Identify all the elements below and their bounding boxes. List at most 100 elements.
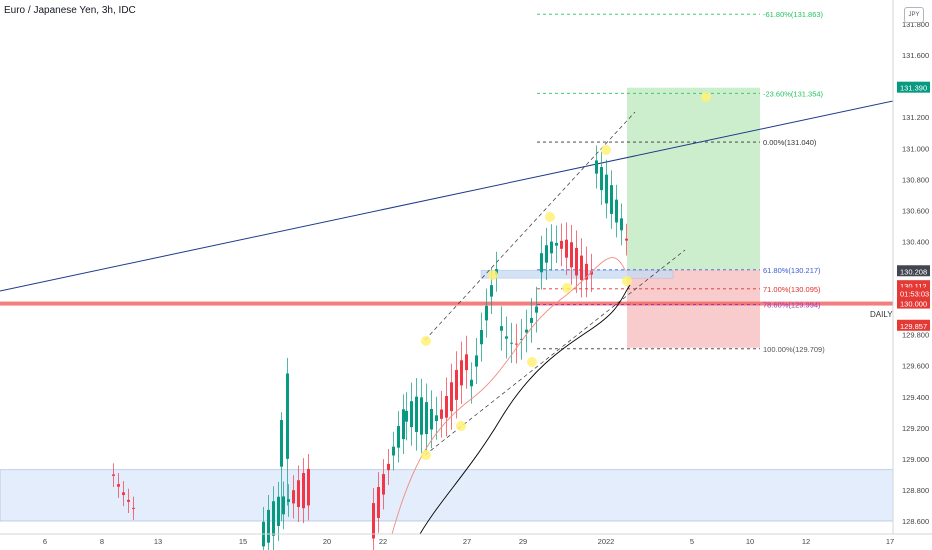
price-tick-11: 129.600 xyxy=(902,362,929,371)
price-tag-bg-1 xyxy=(897,265,930,277)
candle-body-8 xyxy=(277,496,280,526)
time-tick-10: 10 xyxy=(746,537,754,546)
price-tag-bg-4 xyxy=(897,297,930,309)
candle-body-9 xyxy=(282,496,285,515)
candle-body-57 xyxy=(580,255,583,280)
time-tick-12: 17 xyxy=(886,537,894,546)
candle-body-62 xyxy=(605,174,608,204)
candle-body-31 xyxy=(450,382,453,412)
candle-body-49 xyxy=(540,253,543,273)
candle-body-32 xyxy=(455,369,458,400)
time-tick-3: 15 xyxy=(239,537,247,546)
candle-body-45 xyxy=(520,338,523,340)
candle-body-14 xyxy=(307,468,310,506)
price-tag-bg-3 xyxy=(897,287,930,299)
candle-body-16 xyxy=(377,487,380,518)
candle-body-6 xyxy=(267,509,270,543)
currency-badge[interactable]: JPY xyxy=(904,7,924,23)
candle-body-36 xyxy=(475,355,478,367)
price-tick-14: 129.000 xyxy=(902,455,929,464)
candle-body-56 xyxy=(575,247,578,276)
price-tick-5: 130.800 xyxy=(902,175,929,184)
time-tick-9: 5 xyxy=(690,537,694,546)
time-tick-8: 2022 xyxy=(598,537,615,546)
marker-9 xyxy=(701,92,711,102)
candle-body-19 xyxy=(392,446,395,456)
candle-body-43 xyxy=(510,342,513,344)
price-tag-bg-2 xyxy=(897,280,930,292)
candle-body-42 xyxy=(505,336,508,339)
fib-label-5: 78.60%(129.994) xyxy=(763,300,821,309)
channel-upper xyxy=(424,111,636,341)
candle-body-37 xyxy=(480,330,483,345)
time-tick-7: 29 xyxy=(519,537,527,546)
candle-body-38 xyxy=(485,305,488,321)
time-tick-4: 20 xyxy=(323,537,331,546)
marker-3 xyxy=(488,270,498,280)
marker-6 xyxy=(562,283,572,293)
price-tick-6: 130.600 xyxy=(902,206,929,215)
candle-body-18 xyxy=(387,463,390,471)
marker-0 xyxy=(421,336,431,346)
candle-body-58 xyxy=(585,263,588,280)
marker-8 xyxy=(622,276,632,286)
candle-body-64 xyxy=(615,199,618,223)
price-tick-15: 128.800 xyxy=(902,486,929,495)
candle-body-55 xyxy=(570,242,573,268)
candle-body-21 xyxy=(402,409,405,440)
time-tick-1: 8 xyxy=(100,537,104,546)
price-tag-1: 130.208 xyxy=(900,267,927,276)
time-tick-5: 22 xyxy=(379,537,387,546)
candle-body-11 xyxy=(292,490,295,504)
candle-body-0 xyxy=(112,474,115,476)
candle-body-29 xyxy=(440,409,443,419)
candle-body-25 xyxy=(420,397,423,435)
candle-body-59 xyxy=(590,271,593,275)
loss-zone xyxy=(627,269,760,348)
price-tick-4: 131.000 xyxy=(902,144,929,153)
candle-body-60 xyxy=(595,160,598,174)
candle-body-7 xyxy=(272,501,275,536)
marker-7 xyxy=(601,145,611,155)
candle-body-13 xyxy=(302,473,305,509)
candle-body-65 xyxy=(620,218,623,231)
candle-body-1 xyxy=(117,484,120,487)
fib-label-6: 100.00%(129.709) xyxy=(763,345,825,354)
price-tag-5: 129.857 xyxy=(900,322,927,331)
candle-body-24 xyxy=(415,396,418,432)
time-tick-11: 12 xyxy=(802,537,810,546)
candle-body-48 xyxy=(535,306,538,313)
price-tick-3: 131.200 xyxy=(902,113,929,122)
price-tick-0: 131.800 xyxy=(902,20,929,29)
candle-body-30 xyxy=(445,396,448,418)
daily-label: DAILY xyxy=(870,310,893,319)
price-tick-10: 129.800 xyxy=(902,331,929,340)
price-tick-13: 129.200 xyxy=(902,424,929,433)
candle-body-15 xyxy=(372,503,375,539)
candle-body-12 xyxy=(297,480,300,508)
price-tag-3: 01:53:03 xyxy=(900,289,929,298)
price-tag-bg-5 xyxy=(897,319,930,331)
candle-body-17 xyxy=(382,474,385,495)
trendline xyxy=(0,100,894,292)
ema-fast xyxy=(391,257,626,535)
candle-body-68 xyxy=(286,373,289,459)
price-tick-12: 129.400 xyxy=(902,393,929,402)
candle-body-35 xyxy=(470,379,473,387)
candle-body-52 xyxy=(555,242,558,246)
candle-body-10 xyxy=(287,499,290,502)
marker-5 xyxy=(545,212,555,222)
candle-body-39 xyxy=(490,285,493,297)
time-tick-2: 13 xyxy=(154,537,162,546)
candle-body-51 xyxy=(550,241,553,254)
candle-body-46 xyxy=(525,329,528,333)
fib-label-3: 61.80%(130.217) xyxy=(763,266,821,275)
fib-label-1: -23.60%(131.354) xyxy=(763,89,824,98)
candles-group xyxy=(112,145,628,550)
candle-body-28 xyxy=(435,415,438,422)
price-tag-4: 130.000 xyxy=(900,300,927,309)
candle-body-50 xyxy=(545,245,548,263)
candle-body-53 xyxy=(560,240,563,249)
marker-4 xyxy=(527,357,537,367)
